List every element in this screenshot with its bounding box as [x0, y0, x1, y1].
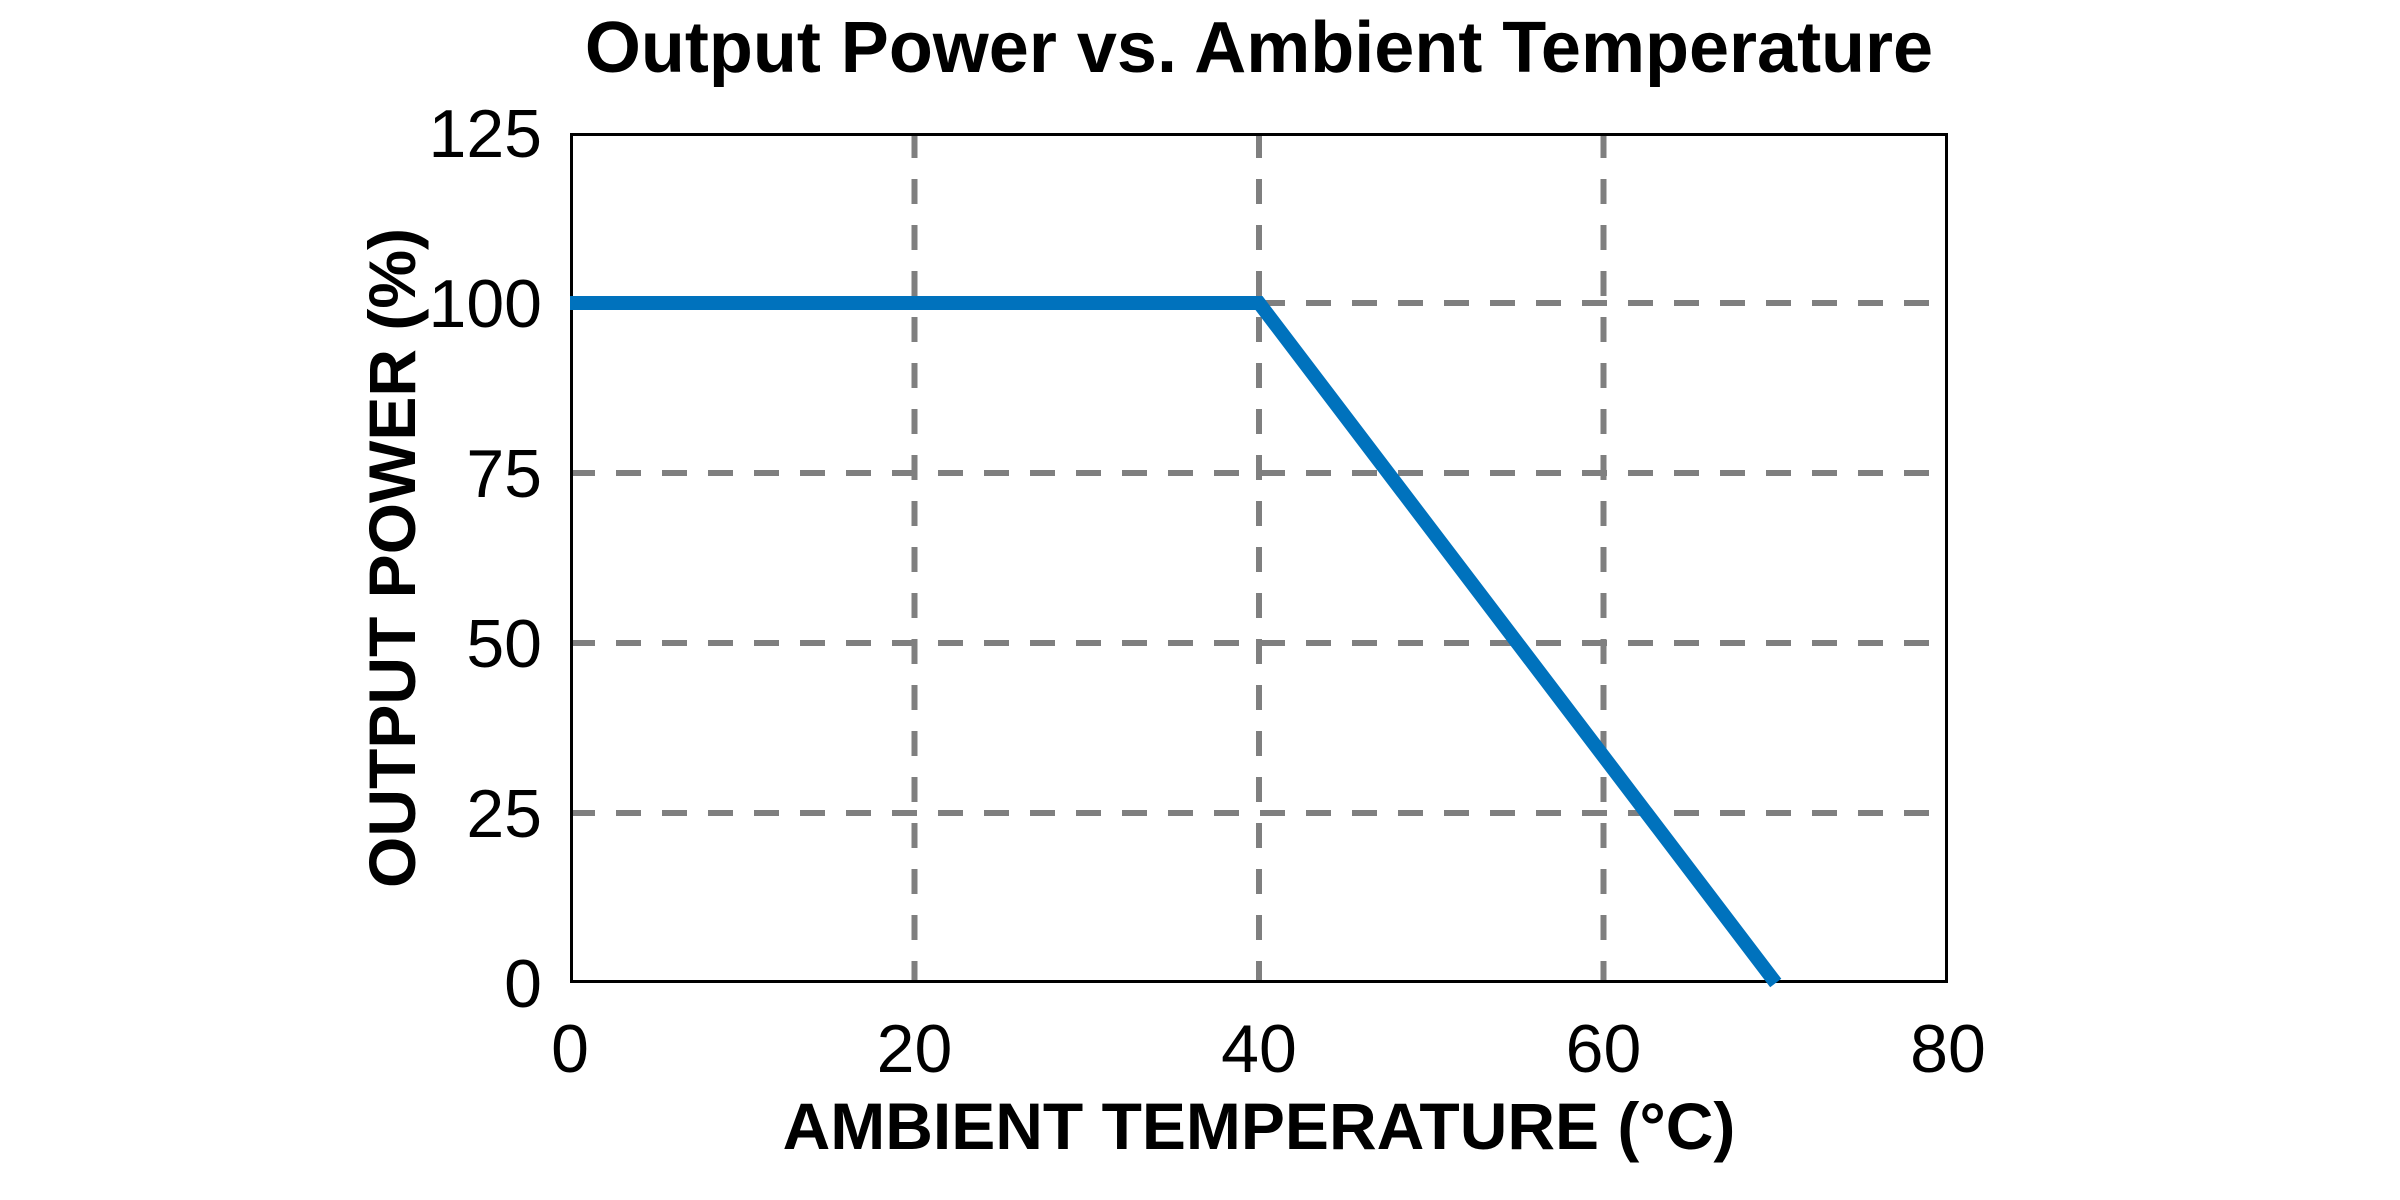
axes-box: [570, 133, 1948, 983]
x-tick-label: 60: [1565, 1011, 1642, 1087]
y-tick-label: 75: [466, 436, 542, 512]
x-tick-label: 20: [876, 1011, 953, 1087]
x-tick-label: 80: [1910, 1011, 1986, 1087]
x-tick-label: 40: [1221, 1011, 1297, 1087]
x-tick-label: 0: [551, 1011, 589, 1087]
x-axis-label: AMBIENT TEMPERATURE (°C): [782, 1089, 1736, 1163]
y-tick-label: 125: [428, 96, 542, 172]
y-axis-label: OUTPUT POWER (%): [355, 228, 429, 888]
chart-title: Output Power vs. Ambient Temperature: [584, 8, 1934, 88]
y-tick-label: 25: [466, 776, 542, 852]
output-power-derating-curve: [570, 296, 1782, 988]
y-tick-label: 100: [428, 266, 542, 342]
y-tick-label: 50: [466, 606, 542, 682]
y-tick-label: 0: [504, 946, 542, 1022]
